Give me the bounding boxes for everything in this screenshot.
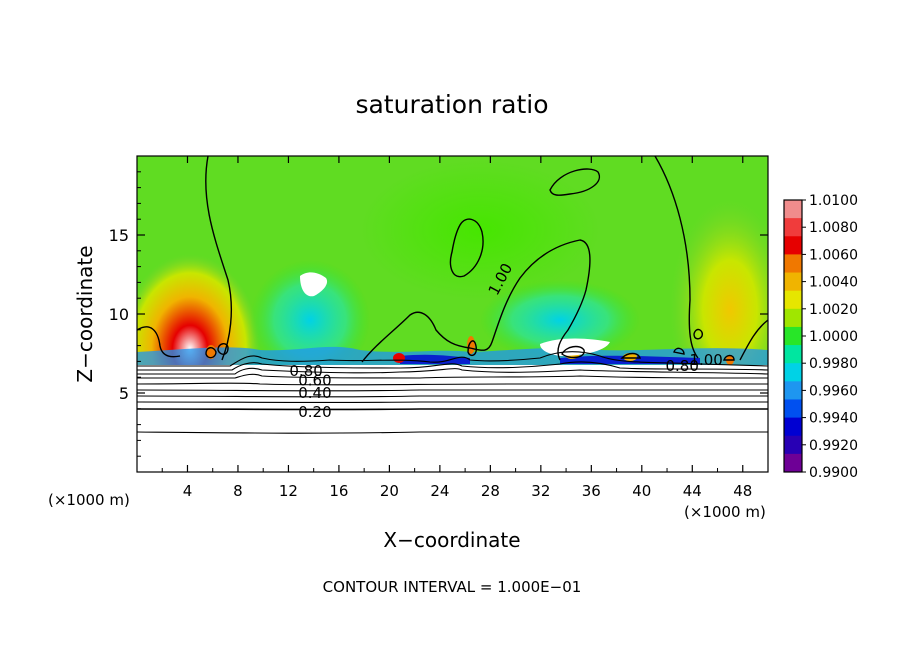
x-tick-label: 44: [683, 482, 702, 500]
colorbar-label: 1.0020: [809, 302, 858, 318]
colorbar-swatch: [784, 436, 802, 455]
colorbar-swatch: [784, 381, 802, 400]
contour-interval-note: CONTOUR INTERVAL = 1.000E−01: [323, 578, 582, 596]
colorbar-label: 1.0060: [809, 247, 858, 263]
x-axis-label: X−coordinate: [383, 528, 520, 552]
colorbar-label: 0.9900: [809, 465, 858, 481]
x-unit-right: (×1000 m): [684, 503, 766, 521]
colorbar-swatch: [784, 345, 802, 364]
x-tick-label: 48: [733, 482, 752, 500]
y-axis-label: Z−coordinate: [73, 245, 97, 382]
x-unit-left: (×1000 m): [48, 491, 130, 509]
colorbar-label: 0.9940: [809, 411, 858, 427]
colorbar-swatch: [784, 418, 802, 437]
colorbar-swatch: [784, 218, 802, 237]
colorbar-swatch: [784, 399, 802, 418]
colorbar-swatch: [784, 327, 802, 346]
colorbar-swatch: [784, 273, 802, 292]
y-tick-label: 10: [109, 305, 129, 324]
colorbar-label: 1.0080: [809, 220, 858, 236]
x-tick-label: 4: [183, 482, 193, 500]
x-tick-label: 8: [233, 482, 243, 500]
y-tick-label: 15: [109, 226, 129, 245]
colorbar-swatch: [784, 254, 802, 273]
colorbar-label: 0.9920: [809, 438, 858, 454]
chart-title: saturation ratio: [355, 90, 548, 119]
colorbar-swatch: [784, 200, 802, 219]
colorbar-swatch: [784, 236, 802, 255]
colorbar-swatch: [784, 454, 802, 473]
field-green-patch: [360, 160, 600, 300]
field-lower-layer: [137, 365, 768, 472]
colorbar-label: 0.9960: [809, 383, 858, 399]
contour-label: 0.20: [298, 403, 331, 421]
x-tick-label: 28: [481, 482, 500, 500]
x-tick-label: 12: [279, 482, 298, 500]
colorbar-label: 1.0100: [809, 193, 858, 209]
x-tick-label: 16: [329, 482, 348, 500]
x-tick-label: 36: [582, 482, 601, 500]
field-anomaly-3: [393, 353, 405, 363]
colorbar-label: 0.9980: [809, 356, 858, 372]
colorbar: 1.0100 1.0080 1.0060 1.0040 1.0020 1.0000 0.99…: [784, 193, 858, 481]
y-tick-label: 5: [119, 384, 129, 403]
colorbar-label: 1.0000: [809, 329, 858, 345]
contour-label: 0.40: [298, 384, 331, 402]
x-tick-label: 24: [430, 482, 449, 500]
colorbar-swatch: [784, 291, 802, 310]
x-tick-label: 32: [531, 482, 550, 500]
x-tick-label: 20: [380, 482, 399, 500]
colorbar-swatch: [784, 309, 802, 328]
colorbar-label: 1.0040: [809, 275, 858, 291]
x-tick-label: 40: [632, 482, 651, 500]
colorbar-swatch: [784, 363, 802, 382]
contour-label: 1.00: [689, 351, 722, 369]
